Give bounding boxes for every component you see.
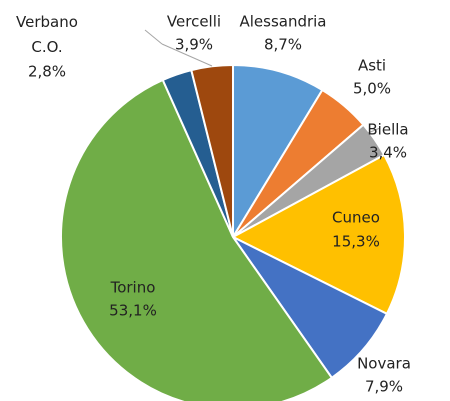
pie-slice <box>232 63 324 241</box>
slice-label-line: C.O. <box>31 38 62 56</box>
value-label: 8,7% <box>264 36 302 54</box>
pie-slice <box>190 63 234 238</box>
pie-slice <box>60 78 334 401</box>
pie-slice <box>230 153 406 316</box>
slice-label: Verbano C.O. <box>16 13 78 56</box>
slice-label: Torino <box>110 279 156 297</box>
slice-label: Alessandria <box>239 13 326 31</box>
slice-label: Vercelli <box>167 13 221 31</box>
slice-label: Asti <box>358 57 386 75</box>
leader-line <box>144 29 163 45</box>
slice-label-line: Verbano <box>16 13 78 31</box>
slice-label: Cuneo <box>332 209 380 227</box>
value-label: 7,9% <box>365 378 403 396</box>
value-label: 5,0% <box>353 80 391 98</box>
value-label: 53,1% <box>109 302 157 320</box>
value-label: 3,4% <box>369 144 407 162</box>
value-label: 3,9% <box>175 36 213 54</box>
slice-label: Novara <box>357 355 411 373</box>
leader-line <box>161 43 213 67</box>
value-label: 2,8% <box>28 63 66 81</box>
leader-line <box>367 127 381 134</box>
slice-label: Biella <box>367 121 408 139</box>
value-label: 15,3% <box>332 233 380 251</box>
